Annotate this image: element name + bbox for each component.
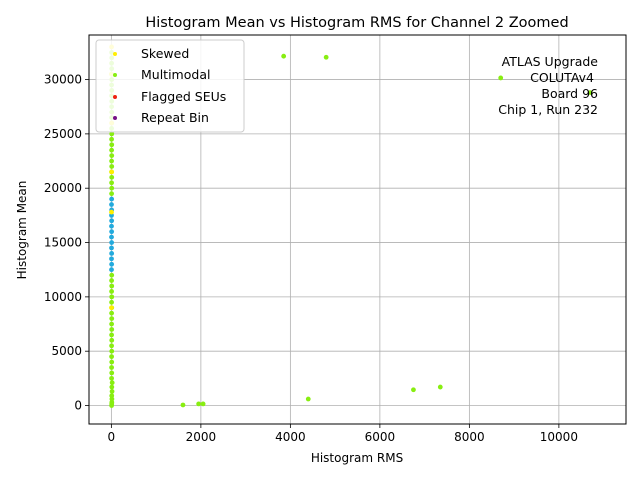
multimodal-point [180, 402, 186, 408]
x-tick-label: 2000 [186, 430, 217, 444]
y-tick-label: 5000 [51, 344, 82, 358]
multimodal-point [109, 348, 115, 354]
multimodal-point [109, 174, 115, 180]
legend-label-multimodal: Multimodal [141, 67, 210, 82]
y-tick-label: 0 [74, 399, 82, 413]
multimodal-point [109, 131, 115, 137]
multimodal-point [109, 370, 115, 376]
multimodal-point [109, 294, 115, 300]
multimodal-point [109, 337, 115, 343]
multimodal-point [109, 332, 114, 338]
multimodal-point [109, 158, 114, 164]
multimodal-point [109, 299, 114, 305]
unlabeled-point [109, 234, 114, 240]
axis-ticks: 0 2000 4000 6000 8000 10000 0 5000 10000 15000 200… [44, 73, 578, 444]
multimodal-point [109, 153, 115, 159]
multimodal-point [498, 75, 504, 81]
x-tick-label: 10000 [540, 430, 578, 444]
multimodal-point [109, 180, 114, 186]
unlabeled-point [109, 223, 114, 229]
legend-box [95, 39, 245, 133]
legend-label-skewed: Skewed [141, 46, 189, 61]
multimodal-point [109, 384, 115, 390]
skewed-point [109, 209, 114, 215]
multimodal-point [109, 278, 114, 283]
unlabeled-point [109, 245, 114, 251]
multimodal-point [196, 401, 202, 407]
multimodal-point [109, 327, 115, 332]
multimodal-point [109, 359, 115, 365]
x-tick-label: 4000 [275, 430, 306, 444]
x-tick-label: 0 [108, 430, 116, 444]
unlabeled-point [109, 218, 115, 224]
multimodal-point [305, 396, 311, 402]
chart-annotation: ATLAS Upgrade COLUTAv4 Board 96 Chip 1, … [498, 54, 598, 117]
multimodal-point [437, 384, 443, 390]
multimodal-point [109, 136, 114, 142]
multimodal-point [109, 380, 115, 386]
skewed-point [109, 169, 115, 175]
unlabeled-point [109, 251, 115, 256]
multimodal-point [411, 387, 416, 393]
unlabeled-point [109, 261, 115, 267]
unlabeled-point [109, 256, 114, 262]
y-tick-label: 30000 [44, 73, 82, 87]
multimodal-point [109, 185, 115, 191]
multimodal-point [109, 389, 115, 394]
multimodal-point [109, 272, 115, 278]
multimodal-point [109, 164, 115, 169]
annotation-line-4: Chip 1, Run 232 [498, 102, 598, 117]
chart-title: Histogram Mean vs Histogram RMS for Chan… [145, 15, 568, 31]
multimodal-point [200, 401, 206, 407]
legend: Skewed Multimodal Flagged SEUs Repeat Bi… [95, 39, 245, 133]
multimodal-point [109, 343, 114, 349]
multimodal-point [109, 321, 114, 327]
annotation-line-2: COLUTAv4 [530, 70, 594, 85]
legend-marker-flagged-seus [113, 95, 117, 99]
skewed-point [109, 305, 114, 311]
multimodal-point [109, 289, 114, 294]
annotation-line-1: ATLAS Upgrade [502, 54, 599, 69]
legend-label-flagged-seus: Flagged SEUs [141, 89, 226, 104]
y-tick-label: 20000 [44, 181, 82, 195]
unlabeled-point [109, 267, 114, 273]
multimodal-point [323, 54, 329, 60]
y-axis-label: Histogram Mean [15, 181, 29, 280]
unlabeled-point [109, 229, 115, 235]
y-tick-label: 15000 [44, 236, 82, 250]
y-tick-label: 25000 [44, 127, 82, 141]
grid-lines [89, 35, 626, 424]
x-tick-label: 8000 [454, 430, 485, 444]
multimodal-point [109, 283, 115, 289]
unlabeled-point [109, 202, 114, 207]
unlabeled-point [109, 196, 115, 202]
multimodal-point [281, 53, 287, 59]
legend-marker-multimodal [113, 73, 117, 77]
legend-label-repeat-bin: Repeat Bin [141, 110, 209, 125]
multimodal-point [109, 310, 114, 316]
multimodal-point [109, 375, 114, 381]
legend-marker-skewed [113, 52, 117, 56]
multimodal-point [109, 316, 115, 321]
unlabeled-point [109, 240, 115, 245]
multimodal-point [109, 147, 114, 153]
y-tick-label: 10000 [44, 290, 82, 304]
multimodal-point [587, 90, 593, 95]
multimodal-point [109, 365, 114, 370]
x-axis-label: Histogram RMS [311, 451, 403, 465]
x-tick-label: 6000 [365, 430, 396, 444]
multimodal-point [109, 393, 115, 399]
multimodal-point [109, 354, 114, 360]
multimodal-point [109, 191, 114, 197]
plot-frame [88, 34, 627, 425]
multimodal-point [109, 142, 115, 148]
legend-marker-repeat-bin [113, 116, 117, 120]
annotation-line-3: Board 96 [541, 86, 598, 101]
